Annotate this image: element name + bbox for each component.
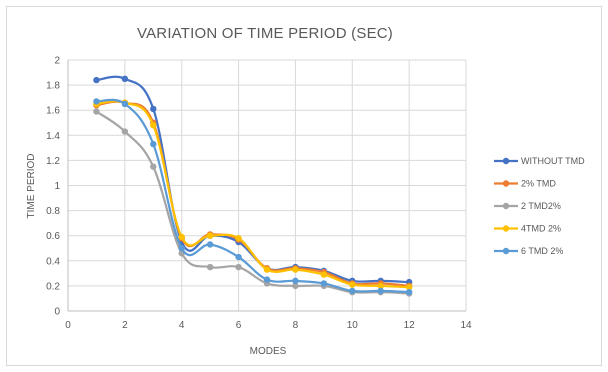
data-point (206, 263, 214, 271)
legend-label: 2% TMD (521, 179, 556, 189)
legend-item-2-tmd2: 2 TMD2% (494, 201, 561, 211)
data-point (178, 245, 185, 252)
data-point (263, 276, 271, 283)
data-point (405, 283, 413, 291)
axes: 0 0.2 0.4 0.6 0.8 1 1.2 1.4 1.6 1.8 2 0 2 4 6 8 10 12 14 (46, 56, 472, 332)
data-point (150, 140, 157, 148)
data-point (178, 233, 185, 241)
data-point (377, 287, 384, 295)
series-line (95, 110, 410, 295)
legend-label: WITHOUT TMD (521, 156, 585, 166)
legend-item-6-tmd-2: 6 TMD 2% (494, 246, 563, 256)
data-point (263, 266, 271, 273)
legend-item-without-tmd: WITHOUT TMD (494, 156, 585, 166)
legend-swatch-marker (502, 225, 510, 232)
x-tick-label: 6 (236, 320, 242, 331)
x-tick-label: 8 (293, 320, 299, 331)
data-point (349, 281, 356, 288)
legend-label: 6 TMD 2% (521, 246, 563, 256)
y-tick-label: 0.4 (46, 256, 60, 267)
legend-item-4tmd-2: 4TMD 2% (494, 224, 561, 234)
data-point (121, 128, 129, 135)
data-point (121, 75, 129, 83)
x-tick-label: 12 (404, 320, 416, 331)
series-lines (93, 75, 413, 297)
x-tick-label: 2 (122, 320, 128, 331)
data-point (235, 263, 242, 271)
data-point (292, 277, 299, 285)
data-point (93, 98, 100, 105)
series-line (96, 98, 410, 294)
y-tick-label: 0 (54, 307, 60, 318)
series-line (96, 100, 410, 287)
x-tick-label: 0 (65, 320, 71, 331)
x-tick-label: 4 (179, 320, 185, 331)
y-tick-label: 1.8 (46, 81, 60, 92)
y-tick-label: 0.8 (46, 206, 60, 217)
chart-title: VARIATION OF TIME PERIOD (SEC) (137, 25, 393, 42)
y-tick-label: 1 (54, 181, 60, 192)
legend-label: 2 TMD2% (521, 201, 561, 211)
data-point (150, 105, 157, 113)
series-line (96, 100, 410, 289)
y-tick-label: 2 (54, 56, 60, 67)
series-6-tmd-2 (93, 98, 413, 296)
legend-label: 4TMD 2% (521, 224, 561, 234)
x-axis-title: MODES (250, 346, 287, 357)
legend-swatch-marker (502, 180, 510, 187)
legend-swatch-marker (502, 157, 510, 165)
y-tick-label: 0.2 (46, 281, 60, 292)
data-point (206, 232, 214, 239)
data-point (320, 271, 328, 278)
data-point (235, 235, 242, 242)
x-tick-label: 14 (460, 320, 472, 331)
data-point (377, 282, 384, 290)
data-point (121, 100, 129, 108)
y-axis-title: TIME PERIOD (26, 153, 37, 218)
y-tick-label: 0.6 (46, 231, 60, 242)
data-point (93, 76, 100, 84)
gridlines (68, 59, 467, 311)
data-point (150, 122, 157, 129)
legend-swatch-marker (502, 247, 510, 255)
y-tick-label: 1.2 (46, 156, 60, 167)
data-point (93, 108, 100, 115)
series-4tmd-2 (93, 99, 413, 291)
data-point (292, 266, 299, 273)
x-tick-label: 10 (347, 320, 359, 331)
data-point (235, 253, 242, 261)
data-point (320, 280, 328, 287)
y-tick-label: 1.4 (46, 131, 60, 142)
data-point (206, 241, 214, 248)
data-point (292, 282, 299, 290)
data-point (349, 287, 356, 295)
legend-item-2-tmd: 2% TMD (494, 179, 556, 189)
y-tick-label: 1.6 (46, 106, 60, 117)
data-point (150, 163, 157, 170)
legend-swatch-marker (502, 202, 510, 210)
data-point (405, 288, 413, 296)
legend: WITHOUT TMD 2% TMD 2 TMD2% 4TMD 2% 6 TMD 2% (494, 156, 585, 256)
